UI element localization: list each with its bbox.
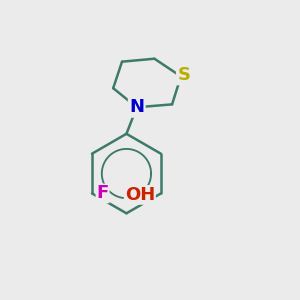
Text: N: N — [129, 98, 144, 116]
Text: S: S — [177, 66, 190, 84]
Text: F: F — [96, 184, 109, 202]
Text: OH: OH — [125, 186, 155, 204]
